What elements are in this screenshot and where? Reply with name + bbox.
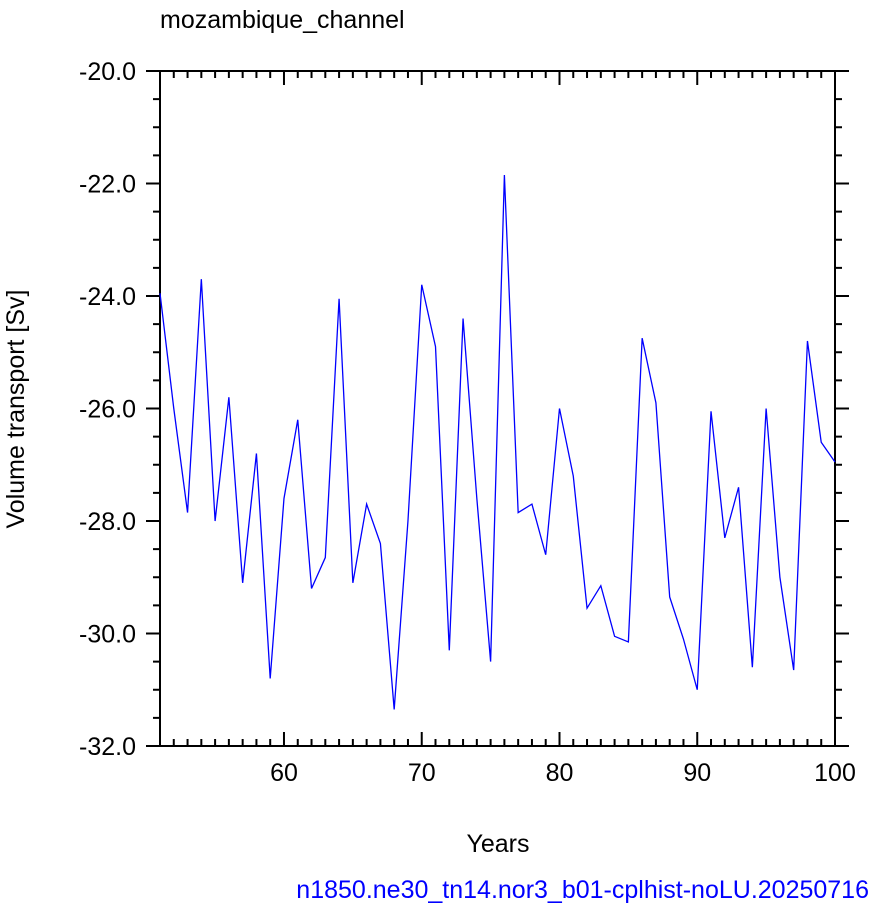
x-tick-label: 80 [546, 759, 574, 787]
y-tick-label: -28.0 [79, 508, 136, 536]
y-tick-label: -22.0 [79, 171, 136, 199]
series-layer [159, 175, 836, 710]
x-tick-label: 60 [270, 759, 298, 787]
y-tick-label: -20.0 [79, 58, 136, 86]
y-tick-label: -30.0 [79, 621, 136, 649]
axis-ticks [146, 70, 849, 747]
x-tick-label: 90 [683, 759, 711, 787]
chart-subtitle: n1850.ne30_tn14.nor3_b01-cplhist-noLU.20… [296, 876, 869, 904]
y-tick-label: -32.0 [79, 733, 136, 761]
y-tick-label: -24.0 [79, 283, 136, 311]
x-axis-label: Years [466, 830, 529, 858]
x-tick-label: 100 [814, 759, 856, 787]
chart-title: mozambique_channel [160, 6, 405, 34]
axis-tick-labels: 60 70 80 90 100 -32.0 -30.0 -28.0 -26.0 -24.0 -22.… [79, 58, 856, 787]
x-tick-label: 70 [408, 759, 436, 787]
series-line [159, 175, 836, 710]
y-tick-label: -26.0 [79, 396, 136, 424]
y-axis-label: Volume transport [Sv] [2, 289, 30, 528]
